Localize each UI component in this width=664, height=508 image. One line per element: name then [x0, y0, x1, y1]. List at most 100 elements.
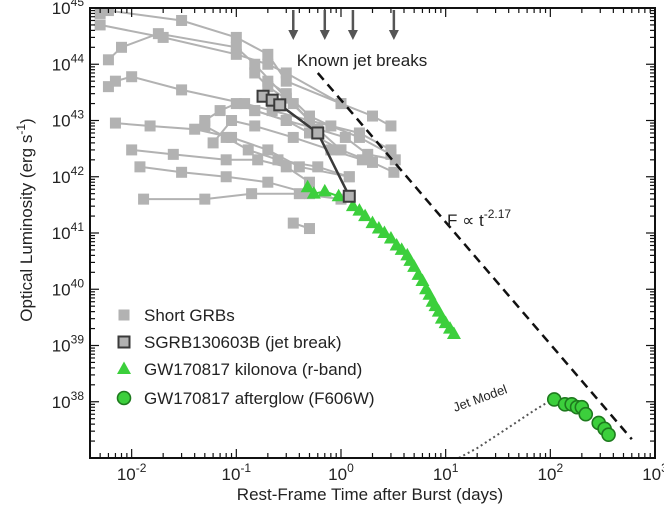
- short-grb-point: [176, 14, 188, 26]
- short-grb-point: [246, 188, 258, 200]
- sgrb130603b-point: [342, 189, 356, 203]
- short-grb-point: [266, 105, 278, 117]
- short-grb-point: [242, 144, 254, 156]
- y-axis-label: Optical Luminosity (erg s-1): [14, 118, 36, 321]
- short-grb-point: [293, 188, 305, 200]
- short-grb-point: [385, 148, 397, 160]
- kilonova-point: [306, 186, 321, 199]
- short-grb-point: [189, 123, 201, 135]
- x-axis-label: Rest-Frame Time after Burst (days): [237, 485, 503, 504]
- annotations: [288, 10, 399, 40]
- y-tick-label: 1045: [52, 0, 85, 18]
- x-tick-label: 101: [433, 461, 459, 484]
- legend-marker: [116, 390, 132, 406]
- short-grb-point: [134, 161, 146, 173]
- kilonova-point: [365, 215, 380, 229]
- short-grb-point: [262, 144, 274, 156]
- legend-label: SGRB130603B (jet break): [144, 333, 342, 352]
- short-grb-point: [287, 217, 299, 229]
- short-grb-point: [138, 193, 150, 205]
- short-grb-point: [280, 75, 292, 87]
- short-grb-point: [280, 67, 292, 79]
- short-grb-point: [126, 71, 138, 83]
- short-grb-point: [367, 110, 378, 122]
- legend-marker: [118, 309, 130, 321]
- short-grb-point: [220, 171, 232, 183]
- y-tick-label: 1038: [52, 389, 85, 412]
- short-grb-point: [152, 28, 164, 40]
- short-grb-point: [262, 48, 274, 60]
- short-grb-point: [167, 148, 179, 160]
- x-tick-label: 10-1: [222, 461, 252, 484]
- kilonova-point: [377, 225, 392, 238]
- short-grb-point: [249, 120, 261, 132]
- short-grb-point: [199, 120, 211, 132]
- plot-area: [94, 8, 633, 458]
- short-grb-point: [109, 75, 121, 87]
- short-grb-point: [303, 110, 315, 122]
- y-tick-label: 1043: [52, 108, 85, 131]
- short-grb-point: [199, 193, 211, 205]
- legend-item: GW170817 afterglow (F606W): [116, 389, 375, 408]
- short-grb-point: [230, 48, 242, 60]
- short-grb-point: [207, 137, 219, 149]
- afterglow-point: [578, 406, 594, 422]
- legend-item: GW170817 kilonova (r-band): [117, 360, 362, 379]
- short-grb-point: [343, 171, 355, 183]
- short-grb-point: [220, 154, 232, 166]
- power-law-label: F ∝ t-2.17: [447, 207, 511, 230]
- axes: 10-2 10-1 100 101 102 103 1038 1039 1040 1041 1042…: [52, 0, 664, 484]
- short-grb-point: [303, 127, 315, 139]
- y-tick-label: 1042: [52, 164, 85, 187]
- jet-break-arrow: [319, 10, 330, 40]
- x-tick-label: 100: [328, 461, 354, 484]
- short-grb-point: [293, 161, 305, 173]
- short-grb-point: [176, 166, 188, 178]
- short-grb-point: [303, 223, 315, 235]
- legend-marker: [117, 335, 131, 349]
- y-tick-label: 1041: [52, 220, 85, 243]
- kilonova-point: [358, 208, 373, 222]
- legend-item: SGRB130603B (jet break): [117, 333, 342, 352]
- kilonova-point: [300, 179, 315, 193]
- jet-breaks-label: Known jet breaks: [297, 51, 427, 70]
- short-grb-point: [385, 120, 397, 132]
- jet-break-arrow: [288, 10, 299, 40]
- kilonova-point: [317, 183, 332, 197]
- short-grb-point: [280, 115, 292, 126]
- short-grb-point: [353, 131, 365, 143]
- sgrb130603b-point: [311, 126, 325, 140]
- short-grb-point: [262, 58, 274, 70]
- y-tick-label: 1039: [52, 333, 85, 356]
- x-tick-label: 10-2: [117, 461, 147, 484]
- short-grb-point: [176, 84, 188, 96]
- short-grb-point: [287, 131, 299, 143]
- short-grb-point: [102, 54, 114, 66]
- short-grb-point: [325, 120, 337, 132]
- jet-break-arrow: [388, 10, 399, 40]
- x-tick-label: 103: [642, 461, 664, 484]
- short-grb-point: [94, 19, 106, 31]
- short-grb-point: [230, 31, 242, 43]
- kilonova-point: [331, 188, 346, 202]
- short-grb-point: [367, 156, 378, 168]
- sgrb130603b-point: [273, 98, 287, 112]
- short-grb-point: [230, 98, 242, 110]
- short-grb-point: [94, 8, 106, 19]
- short-grb-point: [249, 105, 261, 117]
- kilonova-point: [446, 326, 461, 340]
- short-grb-point: [230, 41, 242, 53]
- afterglow-point: [601, 427, 616, 442]
- short-grb-point: [280, 161, 292, 173]
- short-grb-point: [109, 117, 121, 129]
- legend-label: GW170817 afterglow (F606W): [144, 389, 375, 408]
- short-grb-point: [214, 105, 226, 117]
- y-tick-label: 1044: [52, 51, 85, 74]
- jet-break-arrow: [347, 10, 358, 40]
- short-grb-point: [249, 58, 261, 70]
- legend-marker: [117, 361, 131, 374]
- short-grb-point: [116, 41, 128, 53]
- short-grb-point: [252, 154, 264, 166]
- legend-item: Short GRBs: [118, 306, 235, 325]
